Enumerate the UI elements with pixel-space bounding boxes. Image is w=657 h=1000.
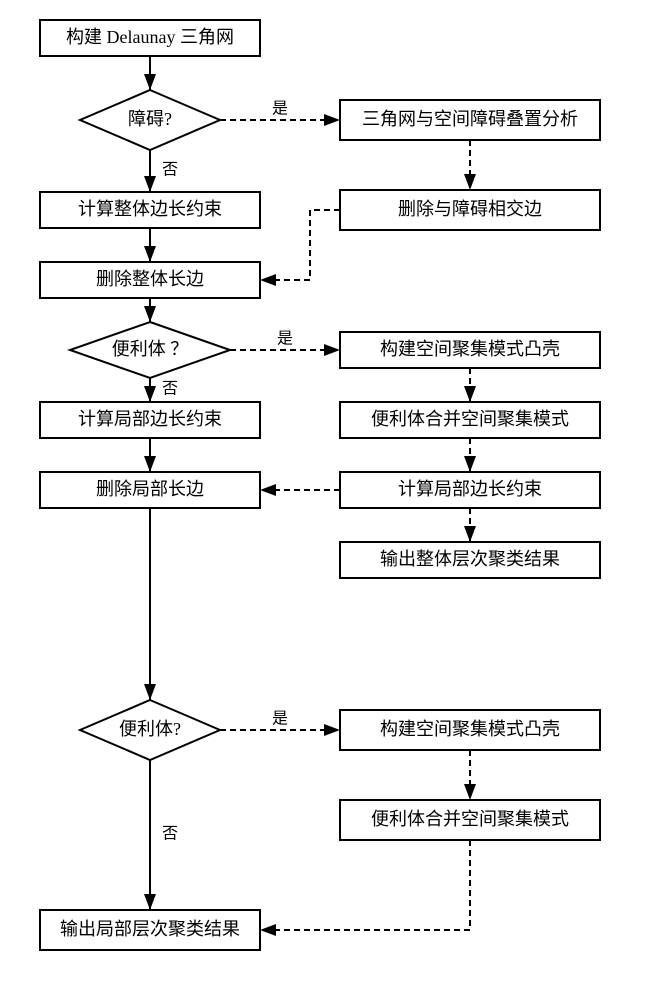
- n_start-label: 构建 Delaunay 三角网: [66, 27, 234, 47]
- r_hull1-label: 构建空间聚集模式凸壳: [380, 339, 560, 359]
- r_merge2-label: 便利体合并空间聚集模式: [371, 809, 569, 829]
- r_merge1-label: 便利体合并空间聚集模式: [371, 409, 569, 429]
- n_calc_l-label: 计算局部边长约束: [78, 409, 222, 429]
- r_calc2-label: 计算局部边长约束: [398, 479, 542, 499]
- d_conv2-label: 便利体?: [119, 719, 181, 739]
- edge-label: 是: [272, 711, 288, 728]
- n_del_g-label: 删除整体长边: [96, 269, 204, 289]
- edge-label: 是: [277, 331, 293, 348]
- edge-label: 否: [162, 162, 178, 179]
- flowchart-canvas: 否否否是是是构建 Delaunay 三角网障碍?计算整体边长约束删除整体长边便利…: [0, 0, 657, 1000]
- d_conv1-label: 便利体 ？: [112, 339, 189, 359]
- edge: [260, 840, 470, 930]
- edge-label: 否: [162, 826, 178, 843]
- r_out_g-label: 输出整体层次聚类结果: [380, 549, 560, 569]
- edge-label: 否: [162, 381, 178, 398]
- r_delobs-label: 删除与障碍相交边: [398, 199, 542, 219]
- d_obst-label: 障碍?: [128, 109, 172, 129]
- n_calc_g-label: 计算整体边长约束: [78, 199, 222, 219]
- r_overlay-label: 三角网与空间障碍叠置分析: [362, 109, 578, 129]
- n_del_l-label: 删除局部长边: [96, 479, 204, 499]
- edge-label: 是: [272, 101, 288, 118]
- edge: [260, 210, 340, 280]
- r_hull2-label: 构建空间聚集模式凸壳: [380, 719, 560, 739]
- n_out_l-label: 输出局部层次聚类结果: [60, 919, 240, 939]
